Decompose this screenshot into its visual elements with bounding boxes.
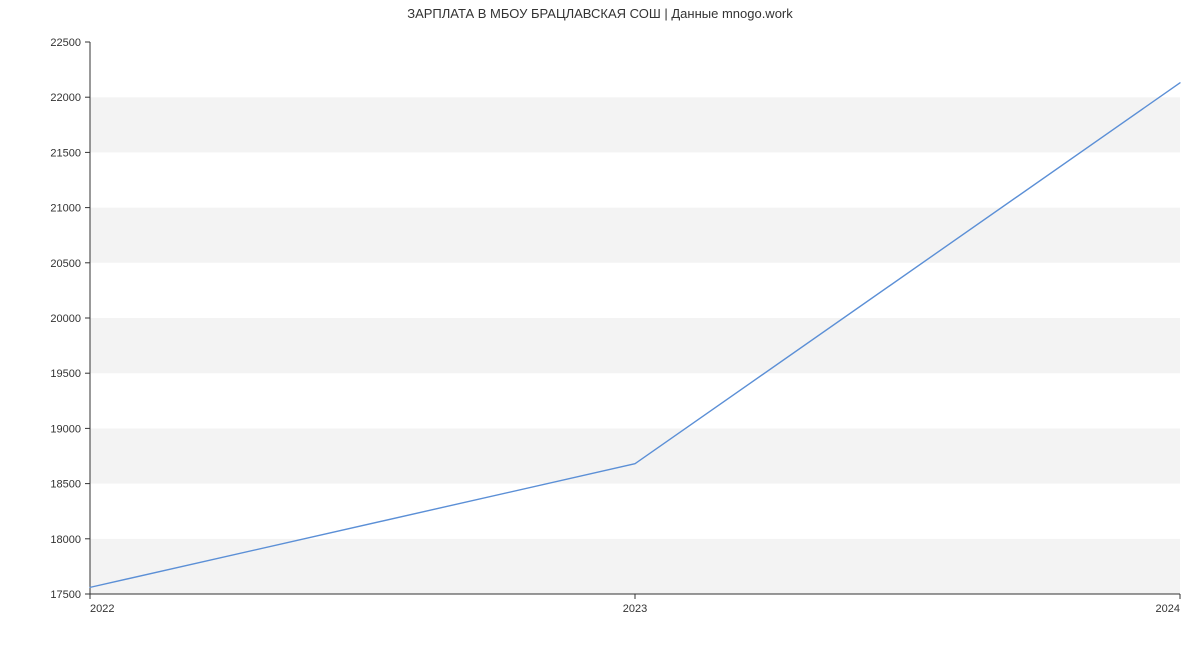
- svg-text:18500: 18500: [50, 479, 81, 491]
- svg-text:17500: 17500: [50, 589, 81, 601]
- salary-line-chart: ЗАРПЛАТА В МБОУ БРАЦЛАВСКАЯ СОШ | Данные…: [0, 0, 1200, 650]
- svg-text:22500: 22500: [50, 37, 81, 49]
- svg-text:21000: 21000: [50, 203, 81, 215]
- svg-text:2023: 2023: [623, 603, 647, 615]
- svg-text:2022: 2022: [90, 603, 114, 615]
- svg-text:19000: 19000: [50, 423, 81, 435]
- svg-text:20500: 20500: [50, 258, 81, 270]
- svg-text:21500: 21500: [50, 147, 81, 159]
- svg-text:18000: 18000: [50, 534, 81, 546]
- svg-text:22000: 22000: [50, 92, 81, 104]
- svg-text:19500: 19500: [50, 368, 81, 380]
- svg-text:2024: 2024: [1156, 603, 1180, 615]
- chart-svg: 17500 18000 18500 19000 19500 20000 20500 21000…: [0, 0, 1200, 650]
- svg-text:20000: 20000: [50, 313, 81, 325]
